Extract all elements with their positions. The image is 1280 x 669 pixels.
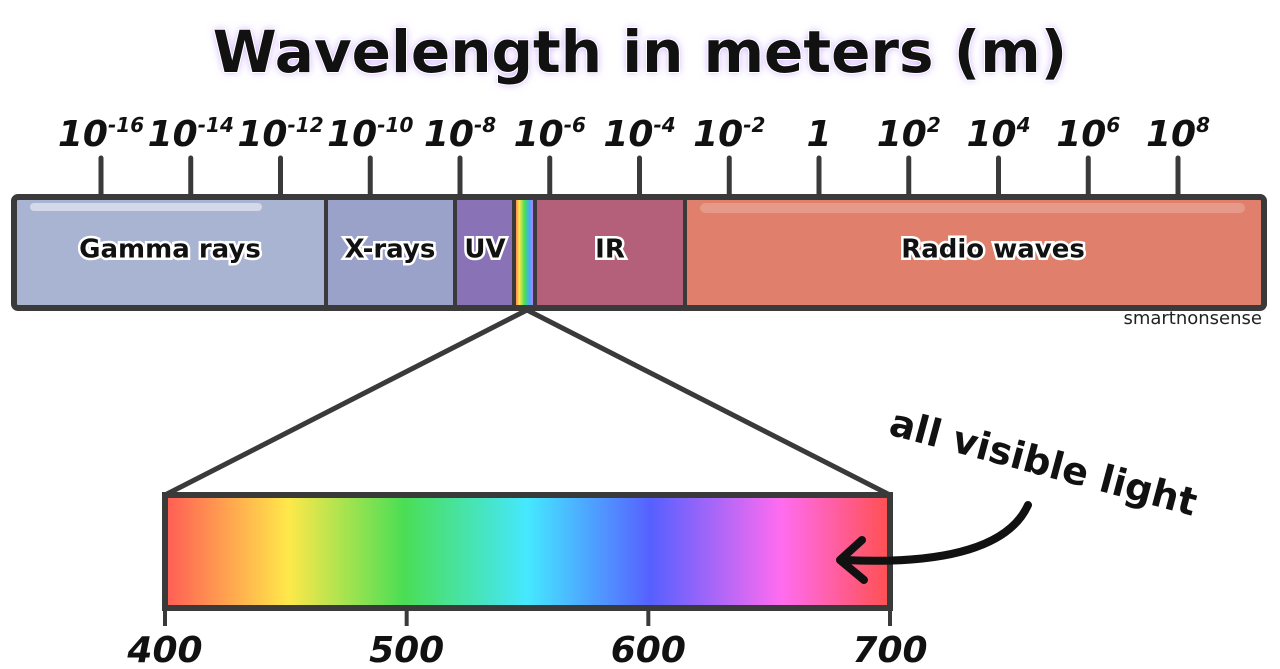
- gamma-band: [14, 197, 326, 308]
- band-label: X-rays: [345, 235, 436, 265]
- tick-exponent: 4: [1016, 113, 1031, 137]
- tick-base: 10: [148, 114, 198, 155]
- band-label: IR: [595, 235, 625, 265]
- tick-base: 10: [237, 114, 287, 155]
- tick-exponent: 8: [1196, 113, 1210, 137]
- tick-label: 10-16: [58, 113, 144, 155]
- axis-tick-label: 700: [852, 630, 927, 669]
- radio-band: [685, 197, 1264, 308]
- bar-border: [11, 194, 1267, 311]
- tick-base: 10: [58, 114, 108, 155]
- highlight: [30, 203, 262, 211]
- tick-exponent: -14: [198, 113, 234, 137]
- tick-base: 10: [424, 114, 474, 155]
- tick-base: 10: [327, 114, 377, 155]
- tick-label: 10-6: [514, 113, 586, 155]
- tick-label: 1: [806, 114, 831, 155]
- tick-label: 10-10: [327, 113, 413, 155]
- title-glow: Wavelength in meters (m): [213, 18, 1067, 86]
- xray-band: [326, 197, 455, 308]
- band-label: Radio waves: [901, 235, 1085, 265]
- watermark: smartnonsense: [1123, 308, 1262, 329]
- axis-tick-label: 400: [126, 630, 202, 669]
- tick-exponent: -10: [377, 113, 413, 137]
- zoom-lines: [163, 307, 892, 498]
- tick-label: 104: [966, 113, 1030, 155]
- tick-exponent: -2: [743, 113, 765, 137]
- tick-base: 10: [603, 114, 653, 155]
- scale-ticks: 10-16 10-14 10-12 10-10 10-8 10-6 10-4 10-2 1 102…: [58, 113, 1210, 197]
- tick-exponent: -4: [653, 113, 675, 137]
- tick-base: 10: [1056, 114, 1106, 155]
- tick-label: 10-4: [603, 113, 675, 155]
- tick-label: 10-8: [424, 113, 496, 155]
- tick-base: 10: [514, 114, 564, 155]
- highlight: [700, 203, 1245, 213]
- tick-label: 10-12: [237, 113, 323, 155]
- spectrum-bar: Gamma rays X-rays UV IR Radio waves: [11, 194, 1267, 311]
- callout-arrow: [841, 501, 1032, 565]
- tick-exponent: -6: [564, 113, 586, 137]
- tick-base: 10: [877, 114, 927, 155]
- tick-exponent: -8: [474, 113, 496, 137]
- tick-exponent: -16: [108, 113, 144, 137]
- tick-base: 10: [1146, 114, 1196, 155]
- tick-exponent: 2: [927, 113, 941, 137]
- tick-exponent: 6: [1106, 113, 1120, 137]
- tick-label: 102: [877, 113, 941, 155]
- tick-label: 10-14: [148, 113, 234, 155]
- tick-base: 1: [806, 114, 831, 155]
- callout: all visible light: [885, 400, 1202, 524]
- band-label: UV: [464, 235, 505, 265]
- uv-band: [455, 197, 514, 308]
- arrow-head: [836, 536, 868, 584]
- title: Wavelength in meters (m): [213, 18, 1067, 86]
- tick-label: 108: [1146, 113, 1210, 155]
- axis-tick-label: 600: [611, 630, 686, 669]
- tick-exponent: -12: [287, 113, 323, 137]
- band-label: Gamma rays: [79, 235, 261, 265]
- visible-spectrum: [162, 492, 893, 611]
- ir-band: [535, 197, 685, 308]
- visible-band: [514, 197, 535, 308]
- tick-label: 106: [1056, 113, 1120, 155]
- tick-label: 10-2: [693, 113, 765, 155]
- tick-base: 10: [693, 114, 743, 155]
- axis-tick-label: 500: [369, 630, 444, 669]
- tick-base: 10: [966, 114, 1016, 155]
- visible-axis: 400 500 600 700: [126, 608, 928, 669]
